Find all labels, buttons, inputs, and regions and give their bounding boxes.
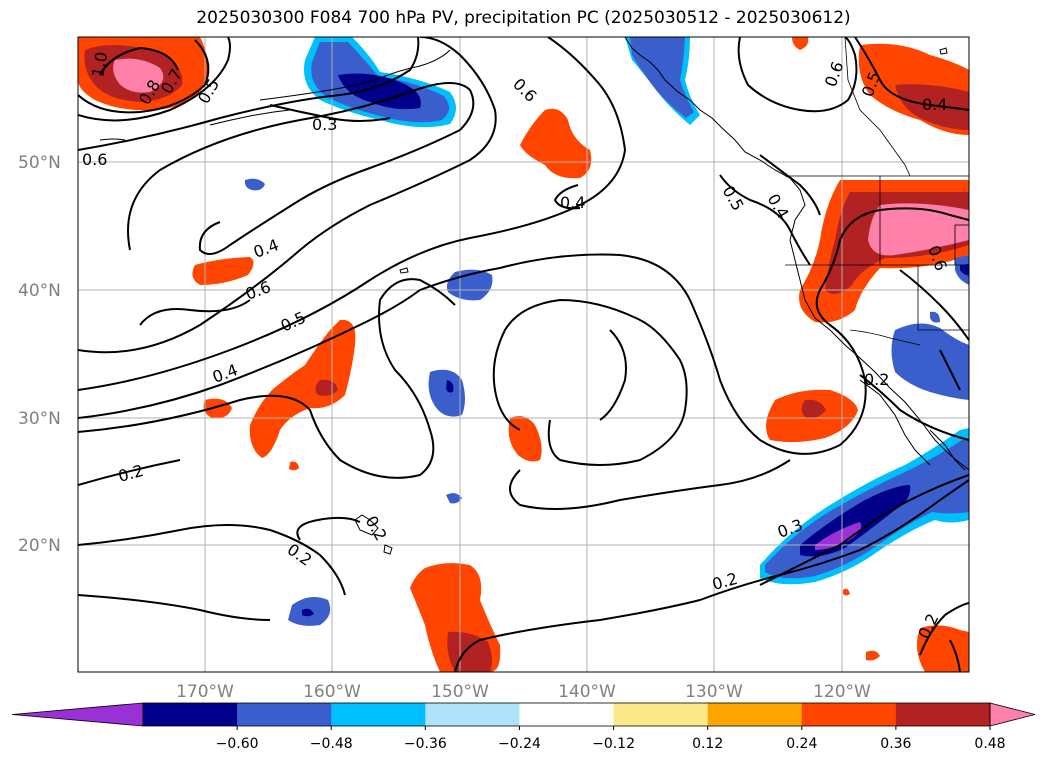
lon-label: 140°W	[558, 682, 616, 702]
precip-patch-positive	[113, 58, 164, 93]
precip-patch-positive	[843, 588, 850, 596]
precip-patch-negative	[302, 608, 314, 617]
colorbar-swatch	[237, 703, 332, 726]
lon-label: 130°W	[685, 682, 743, 702]
colorbar-tick-label: −0.60	[216, 736, 259, 752]
colorbar-tick-label: −0.36	[404, 736, 447, 752]
contour-label: 0.2	[864, 370, 889, 389]
lat-label: 20°N	[18, 536, 61, 556]
precip-patch-negative	[446, 493, 462, 504]
colorbar-swatch	[143, 703, 238, 726]
colorbar-outline	[142, 702, 991, 727]
lon-label: 170°W	[176, 682, 234, 702]
lat-label: 30°N	[18, 409, 61, 429]
colorbar-extend-low	[11, 702, 144, 727]
lon-label: 120°W	[813, 682, 871, 702]
lat-label: 50°N	[18, 153, 61, 173]
precip-patch-negative	[930, 311, 940, 323]
colorbar-tick-label: −0.24	[498, 736, 541, 752]
colorbar: −0.60 −0.48 −0.36 −0.24 −0.12 0.12 0.24 0.36 0.4…	[11, 702, 1036, 752]
precip-patch-positive	[289, 461, 299, 471]
precip-patch-positive	[801, 399, 826, 419]
precip-patch-positive	[520, 108, 592, 179]
contour-label: 0.6	[82, 150, 107, 169]
contour-label: 0.4	[922, 95, 947, 114]
pv-contours	[78, 37, 969, 672]
colorbar-swatch	[707, 703, 803, 726]
longitude-labels: 170°W 160°W 150°W 140°W 130°W 120°W	[176, 682, 871, 702]
coastlines	[99, 37, 969, 555]
precip-patch-positive	[792, 37, 809, 50]
colorbar-extend-high	[989, 702, 1036, 727]
precip-patch-negative	[446, 380, 454, 393]
colorbar-tick-label: −0.48	[310, 736, 353, 752]
precip-patch-negative	[338, 73, 421, 110]
map-frame	[77, 36, 970, 673]
precip-patch-positive	[916, 625, 969, 672]
map-background	[78, 37, 969, 672]
precip-patch-positive	[895, 84, 969, 130]
colorbar-tick-label: 0.36	[880, 736, 911, 752]
lat-label: 40°N	[18, 281, 61, 301]
colorbar-tick-label: 0.12	[692, 736, 723, 752]
contour-label: 0.4	[560, 193, 585, 212]
lon-label: 150°W	[431, 682, 489, 702]
chart-title: 2025030300 F084 700 hPa PV, precipitatio…	[196, 8, 851, 28]
precip-patch-positive	[192, 257, 254, 285]
precip-patch-negative	[428, 369, 465, 417]
contour-label: 1.0	[88, 50, 111, 78]
contour-label: 0.3	[312, 115, 337, 134]
graticule	[78, 37, 969, 672]
colorbar-swatch	[895, 703, 991, 726]
latitude-labels: 50°N 40°N 30°N 20°N	[18, 153, 61, 556]
colorbar-swatch	[425, 703, 520, 726]
colorbar-tick-label: 0.48	[974, 736, 1005, 752]
precip-patch-negative	[630, 37, 694, 118]
precip-patch-negative	[244, 178, 265, 191]
colorbar-swatch	[801, 703, 897, 726]
precip-patch-negative	[815, 522, 862, 550]
lon-label: 160°W	[303, 682, 361, 702]
colorbar-swatch	[613, 703, 709, 726]
precip-patch-positive	[249, 319, 356, 458]
colorbar-swatch	[519, 703, 615, 726]
colorbar-tick-label: −0.12	[592, 736, 635, 752]
colorbar-swatch	[331, 703, 426, 726]
colorbar-tick-label: 0.24	[786, 736, 817, 752]
precip-patch-positive	[866, 650, 880, 661]
precip-patch-positive	[868, 203, 969, 256]
precip-patch-negative	[960, 264, 969, 276]
